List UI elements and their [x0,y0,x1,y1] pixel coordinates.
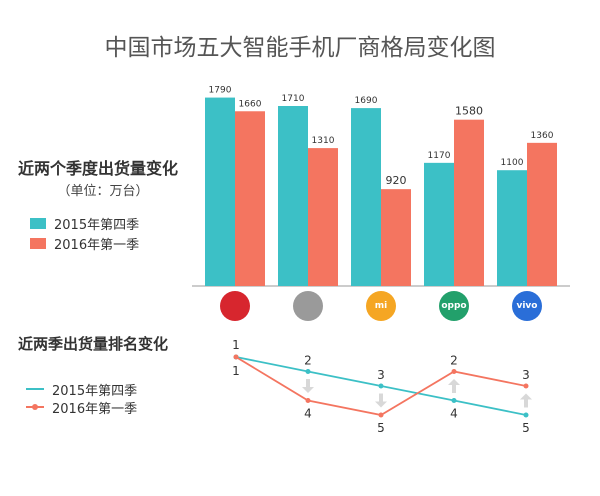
bar-q4-2015-mi [351,108,381,287]
rank-label-q4-2015-mi: 3 [377,368,385,382]
bar-data-label-q1-2016-oppo: 1580 [455,105,483,118]
rank-point-q1-2016-apple [305,398,311,403]
apple-logo-icon [293,291,323,321]
rank-point-q1-2016-huawei [233,354,239,360]
bar-chart-title: 近两个季度出货量变化 [18,159,179,178]
bar-data-label-q1-2016-mi: 920 [386,174,407,187]
rank-label-q1-2016-mi: 5 [377,421,385,435]
rank-point-q4-2015-apple [305,369,311,374]
legend-swatch-q1-2016 [30,237,46,249]
rank-label-q1-2016-apple: 4 [304,407,312,421]
rank-legend-line-q4-2015 [26,388,44,390]
rank-change-arrow-head-oppo [448,379,460,385]
legend-item-q1-2016: 2016年第一季 [30,234,140,253]
bar-q4-2015-huawei [205,97,235,286]
legend-label-q1-2016: 2016年第一季 [54,237,140,253]
mi-logo-icon: mi [366,291,396,321]
oppo-logo-icon: oppo [439,291,469,321]
rank-chart-title: 近两季出货量排名变化 [18,335,169,353]
rank-change-arrow-head-mi [375,401,387,408]
rank-label-q1-2016-huawei: 1 [232,364,240,378]
rank-point-q4-2015-vivo [523,412,529,418]
bar-q4-2015-vivo [497,170,527,286]
bar-data-label-q4-2015-oppo: 1170 [428,151,451,161]
rank-point-q1-2016-mi [378,412,384,418]
rank-legend-label-q1-2016: 2016年第一季 [52,401,138,417]
legend-swatch-q4-2015 [30,217,46,229]
bar-chart-unit: （单位：万台） [57,184,149,199]
rank-point-q1-2016-vivo [523,383,529,389]
bar-data-label-q1-2016-vivo: 1360 [531,131,554,141]
rank-legend-label-q4-2015: 2015年第四季 [52,383,138,399]
rank-legend-q1-2016: 2016年第一季 [26,398,138,417]
rank-change-arrow-head-vivo [520,393,532,400]
huawei-logo-icon [220,291,250,321]
bar-q1-2016-vivo [527,142,557,286]
rank-point-q4-2015-oppo [451,398,457,403]
bar-data-label-q1-2016-huawei: 1660 [239,99,262,109]
rank-label-q4-2015-vivo: 5 [522,421,530,435]
bar-q4-2015-apple [278,106,308,286]
rank-legend-q4-2015: 2015年第四季 [26,380,138,399]
bar-data-label-q1-2016-apple: 1310 [312,136,335,146]
bar-q1-2016-mi [381,189,411,286]
bar-q1-2016-oppo [454,119,484,287]
rank-label-q1-2016-oppo: 2 [450,354,458,368]
rank-label-q1-2016-vivo: 3 [522,368,530,382]
rank-point-q4-2015-mi [378,383,384,389]
page-title: 中国市场五大智能手机厂商格局变化图 [104,35,496,61]
bar-q1-2016-apple [308,148,338,286]
bar-data-label-q4-2015-apple: 1710 [282,94,305,104]
bar-data-label-q4-2015-vivo: 1100 [501,158,524,168]
rank-change-arrow-head-apple [302,387,314,393]
legend-label-q4-2015: 2015年第四季 [54,217,140,233]
legend-item-q4-2015: 2015年第四季 [30,214,140,233]
rank-point-q1-2016-oppo [451,369,457,374]
bar-data-label-q4-2015-mi: 1690 [355,96,378,106]
rank-legend-line-q1-2016 [26,404,44,410]
bar-data-label-q4-2015-huawei: 1790 [209,86,232,96]
rank-label-q4-2015-huawei: 1 [232,338,240,352]
bar-q4-2015-oppo [424,162,454,286]
rank-label-q4-2015-oppo: 4 [450,407,458,421]
vivo-logo-icon: vivo [512,291,542,321]
rank-label-q4-2015-apple: 2 [304,354,312,368]
bar-q1-2016-huawei [235,111,265,287]
